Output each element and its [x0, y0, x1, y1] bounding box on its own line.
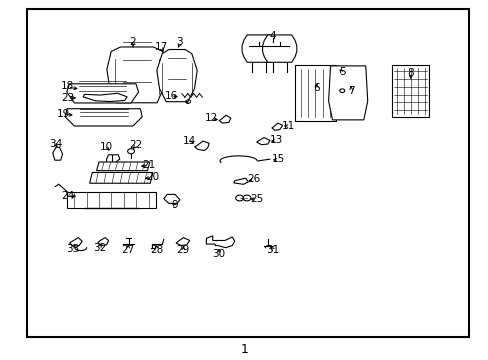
Polygon shape: [233, 178, 248, 184]
Text: 2: 2: [129, 37, 136, 47]
Polygon shape: [96, 162, 150, 171]
Text: 16: 16: [164, 91, 178, 102]
Text: 17: 17: [154, 42, 168, 52]
Text: 18: 18: [61, 81, 74, 91]
Polygon shape: [294, 65, 335, 121]
Text: 25: 25: [249, 194, 263, 204]
Text: 22: 22: [129, 140, 142, 150]
Polygon shape: [67, 84, 138, 103]
Circle shape: [127, 149, 134, 154]
Text: 13: 13: [269, 135, 283, 145]
Text: 28: 28: [149, 245, 163, 255]
Text: 14: 14: [183, 136, 196, 146]
Polygon shape: [65, 109, 142, 126]
Text: 30: 30: [212, 249, 225, 259]
Text: 19: 19: [57, 109, 70, 120]
Text: 6: 6: [313, 83, 320, 93]
Polygon shape: [163, 194, 180, 203]
Polygon shape: [391, 65, 428, 117]
Text: 21: 21: [142, 160, 156, 170]
Polygon shape: [106, 155, 120, 163]
Polygon shape: [53, 147, 62, 160]
Polygon shape: [107, 47, 166, 103]
Polygon shape: [157, 50, 197, 102]
Text: 4: 4: [269, 31, 276, 41]
Circle shape: [235, 195, 243, 201]
Text: 3: 3: [176, 37, 183, 47]
Text: 29: 29: [176, 245, 190, 255]
Text: 11: 11: [281, 121, 295, 131]
Circle shape: [334, 70, 340, 74]
Text: 5: 5: [338, 67, 345, 77]
Polygon shape: [176, 238, 189, 246]
Polygon shape: [256, 138, 269, 145]
Polygon shape: [262, 35, 296, 62]
Text: 10: 10: [100, 142, 113, 152]
Text: 8: 8: [407, 68, 413, 78]
Text: 12: 12: [204, 113, 218, 123]
Polygon shape: [271, 123, 282, 130]
Text: 23: 23: [61, 93, 74, 103]
Text: 34: 34: [49, 139, 62, 149]
Polygon shape: [328, 66, 367, 120]
Polygon shape: [89, 172, 153, 183]
Text: 33: 33: [65, 244, 79, 254]
Circle shape: [339, 89, 344, 93]
Polygon shape: [219, 115, 230, 123]
Text: 7: 7: [347, 86, 354, 96]
Polygon shape: [69, 238, 82, 246]
Circle shape: [243, 195, 250, 201]
Polygon shape: [67, 192, 155, 208]
Polygon shape: [194, 141, 209, 150]
Text: 24: 24: [61, 191, 74, 201]
Polygon shape: [98, 238, 108, 246]
Text: 26: 26: [247, 174, 261, 184]
Text: 1: 1: [240, 343, 248, 356]
Text: 9: 9: [171, 200, 178, 210]
Text: 31: 31: [265, 245, 279, 255]
Polygon shape: [83, 93, 127, 102]
Text: 27: 27: [121, 245, 135, 255]
Polygon shape: [242, 35, 276, 62]
Text: 20: 20: [146, 172, 159, 182]
Text: 32: 32: [93, 243, 107, 253]
Text: 15: 15: [271, 154, 285, 164]
Polygon shape: [206, 236, 234, 248]
